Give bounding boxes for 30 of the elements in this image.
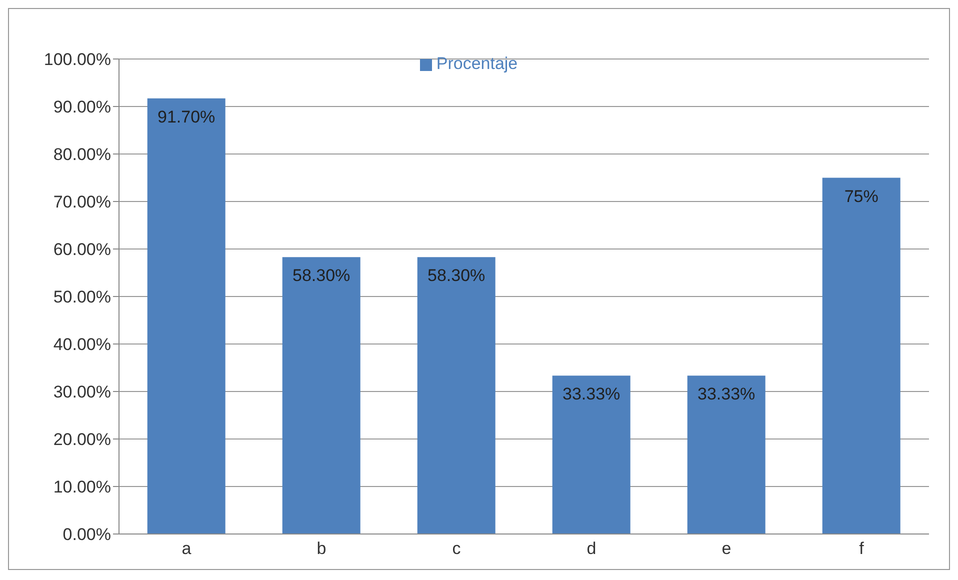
y-tick-label: 100.00% bbox=[44, 50, 111, 70]
data-label: 58.30% bbox=[428, 266, 486, 286]
data-label: 33.33% bbox=[698, 384, 756, 404]
y-tick-label: 60.00% bbox=[53, 240, 111, 260]
y-tick-label: 50.00% bbox=[53, 288, 111, 307]
x-tick-label: e bbox=[722, 539, 732, 558]
y-tick-label: 80.00% bbox=[53, 145, 111, 164]
y-tick-label: 0.00% bbox=[62, 525, 111, 544]
x-tick-label: a bbox=[182, 539, 192, 558]
x-tick-label: c bbox=[452, 539, 462, 558]
data-label: 58.30% bbox=[292, 266, 350, 286]
y-tick-label: 70.00% bbox=[53, 192, 111, 212]
y-tick-label: 30.00% bbox=[53, 382, 111, 402]
bar bbox=[147, 98, 226, 534]
y-tick-label: 20.00% bbox=[53, 430, 111, 450]
legend-label: Procentaje bbox=[436, 54, 518, 73]
bar bbox=[552, 376, 630, 534]
x-tick-label: d bbox=[586, 539, 596, 558]
y-tick-label: 90.00% bbox=[53, 98, 111, 117]
x-tick-label: b bbox=[316, 539, 326, 558]
bar bbox=[687, 376, 766, 534]
bar bbox=[282, 257, 360, 534]
data-label: 91.70% bbox=[158, 107, 216, 126]
bar bbox=[417, 257, 496, 534]
bar bbox=[822, 178, 900, 534]
data-label: 75% bbox=[844, 186, 878, 206]
data-label: 33.33% bbox=[562, 384, 620, 404]
y-tick-label: 10.00% bbox=[53, 478, 111, 497]
x-tick-label: f bbox=[859, 539, 864, 558]
y-tick-label: 40.00% bbox=[53, 335, 111, 354]
